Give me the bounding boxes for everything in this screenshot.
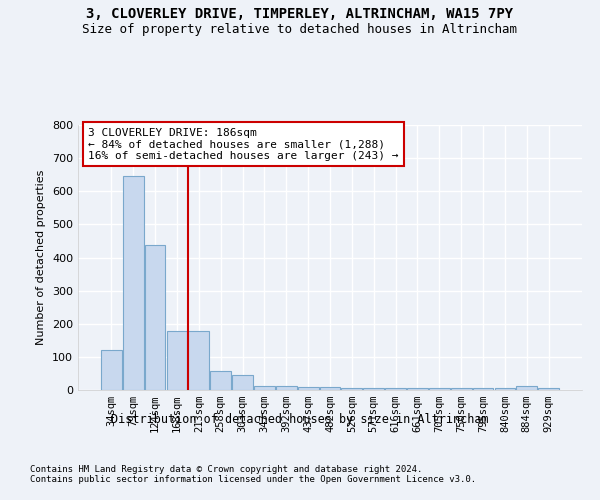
Bar [101, 350, 122, 390]
Text: 3, CLOVERLEY DRIVE, TIMPERLEY, ALTRINCHAM, WA15 7PY: 3, CLOVERLEY DRIVE, TIMPERLEY, ALTRINCHA… [86, 8, 514, 22]
Bar [341, 388, 362, 390]
Y-axis label: Number of detached properties: Number of detached properties [37, 170, 46, 345]
Text: Size of property relative to detached houses in Altrincham: Size of property relative to detached ho… [83, 22, 517, 36]
Bar [188, 331, 209, 390]
Bar [320, 388, 340, 390]
Bar [210, 371, 231, 390]
Bar [254, 386, 275, 390]
Bar [494, 388, 515, 390]
Bar [385, 388, 406, 390]
Bar [517, 386, 537, 390]
Bar [145, 245, 166, 390]
Bar [232, 375, 253, 390]
Text: Distribution of detached houses by size in Altrincham: Distribution of detached houses by size … [111, 412, 489, 426]
Bar [123, 176, 143, 390]
Bar [451, 388, 472, 390]
Bar [167, 331, 187, 390]
Text: Contains HM Land Registry data © Crown copyright and database right 2024.
Contai: Contains HM Land Registry data © Crown c… [30, 465, 476, 484]
Bar [276, 386, 296, 390]
Text: 3 CLOVERLEY DRIVE: 186sqm
← 84% of detached houses are smaller (1,288)
16% of se: 3 CLOVERLEY DRIVE: 186sqm ← 84% of detac… [88, 128, 398, 161]
Bar [473, 388, 493, 390]
Bar [538, 388, 559, 390]
Bar [298, 388, 319, 390]
Bar [364, 388, 384, 390]
Bar [407, 388, 428, 390]
Bar [429, 388, 450, 390]
